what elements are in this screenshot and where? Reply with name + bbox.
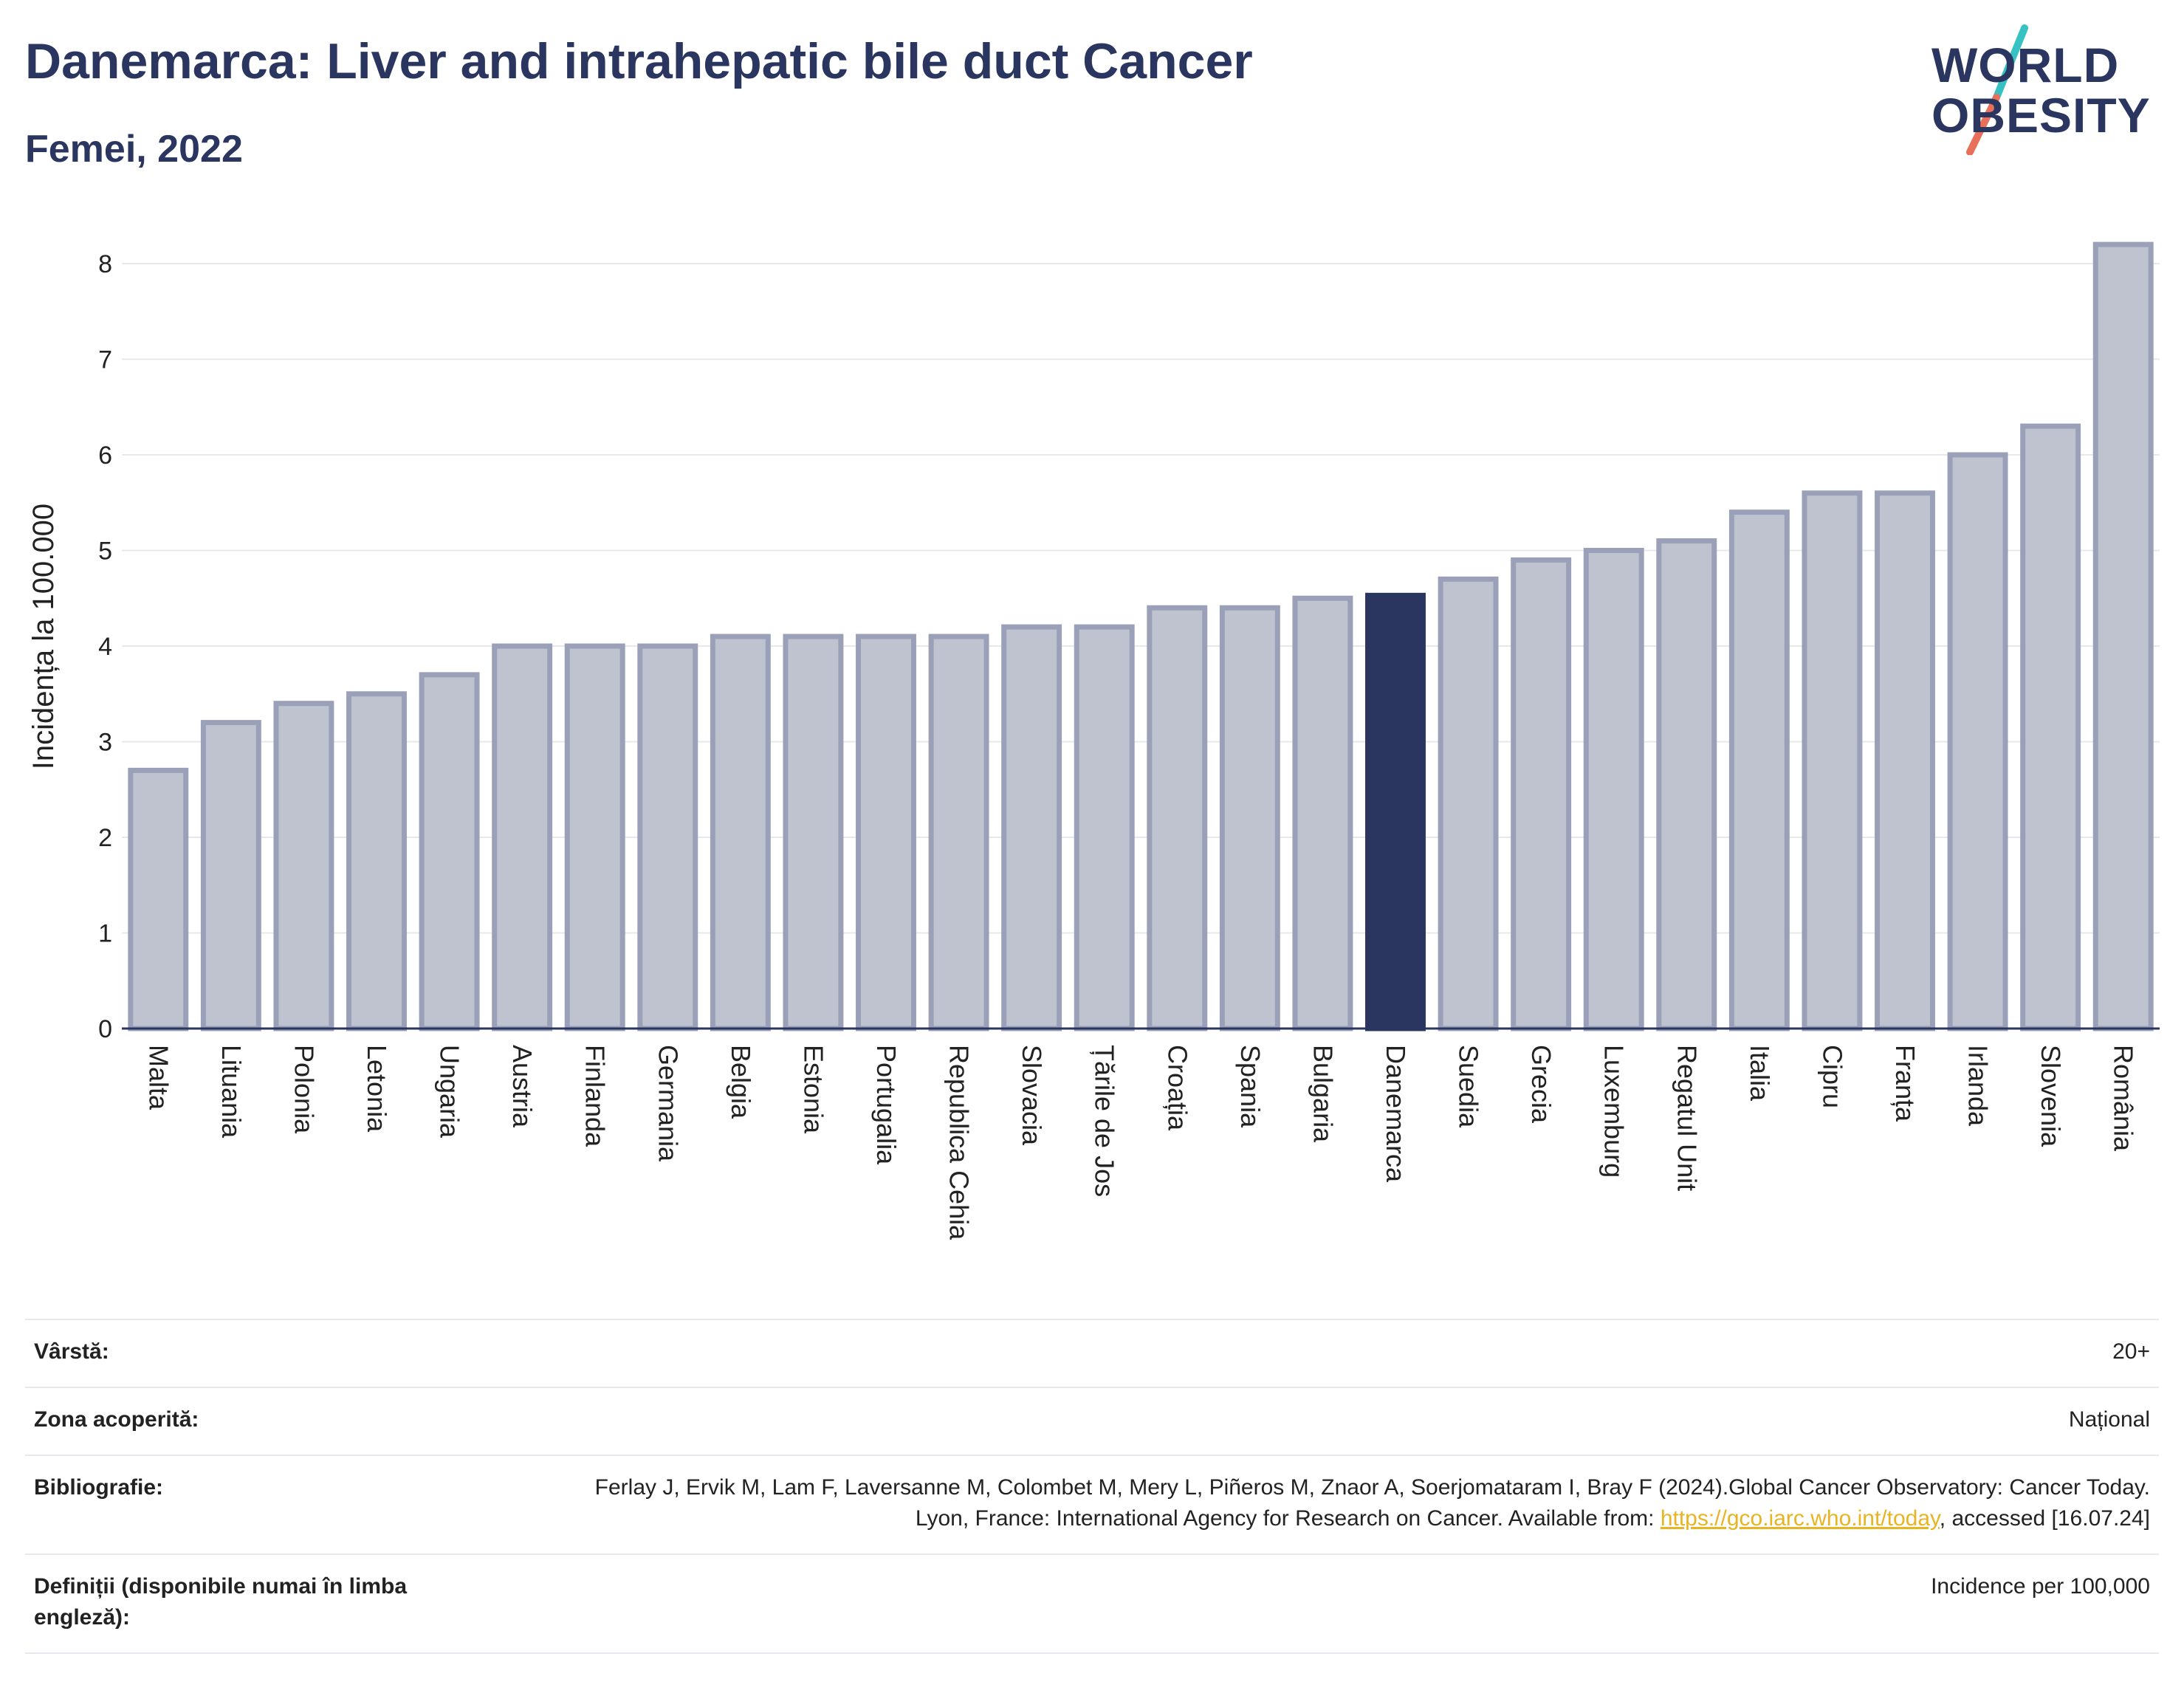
- x-tick-label: Franța: [1890, 1045, 1920, 1122]
- bar: [200, 720, 261, 1031]
- bar: [2092, 241, 2154, 1031]
- y-tick-label: 5: [98, 538, 112, 566]
- bar: [1365, 592, 1426, 1031]
- bar: [1656, 538, 1717, 1031]
- x-tick-label: Polonia: [289, 1045, 319, 1134]
- bar: [1219, 605, 1280, 1031]
- x-tick-label: Lituania: [216, 1045, 247, 1139]
- bar: [1875, 490, 1935, 1031]
- x-tick-label: Ungaria: [435, 1045, 465, 1139]
- meta-row-coverage: Zona acoperită: Național: [25, 1387, 2159, 1455]
- x-tick-label: Suedia: [1454, 1045, 1484, 1128]
- bibliography-link[interactable]: https://gco.iarc.who.int/today: [1660, 1506, 1940, 1531]
- bar: [1292, 595, 1353, 1031]
- bar: [1583, 548, 1644, 1031]
- x-tick-label: Slovacia: [1017, 1045, 1047, 1146]
- meta-row-bibliography: Bibliografie: Ferlay J, Ervik M, Lam F, …: [25, 1455, 2159, 1553]
- logo-slash-icon: [1966, 24, 2028, 155]
- bar: [856, 634, 916, 1031]
- y-tick-label: 4: [98, 633, 112, 661]
- bar: [783, 634, 844, 1031]
- x-tick-label: Belgia: [726, 1045, 756, 1119]
- x-tick-label: România: [2109, 1045, 2139, 1152]
- bar-chart: 0 1 2 3 4 5 6 7 8 Incidența la 100.000 Malta Lituan…: [27, 241, 2160, 1240]
- bar: [1001, 624, 1062, 1031]
- x-tick-label: Italia: [1745, 1045, 1775, 1102]
- logo-text-obesity: OBESITY: [1931, 88, 2151, 143]
- y-tick-label: 0: [98, 1015, 112, 1043]
- x-tick-label: Republica Cehia: [944, 1045, 975, 1240]
- chart-title: Danemarca: Liver and intrahepatic bile d…: [25, 33, 1253, 89]
- meta-row-definitions: Definiții (disponibile numai în limba en…: [25, 1553, 2159, 1654]
- meta-label-bibliography: Bibliografie:: [34, 1475, 164, 1500]
- y-tick-label: 1: [98, 920, 112, 948]
- x-tick-label: Cipru: [1817, 1045, 1847, 1108]
- x-tick-label: Grecia: [1526, 1045, 1556, 1124]
- meta-row-age: Vârstă: 20+: [25, 1319, 2159, 1387]
- bar: [128, 767, 189, 1031]
- bibliography-suffix: , accessed [16.07.24]: [1939, 1506, 2150, 1531]
- x-tick-label: Portugalia: [871, 1045, 902, 1165]
- bar: [637, 643, 698, 1031]
- y-tick-label: 2: [98, 824, 112, 852]
- chart-subtitle: Femei, 2022: [25, 128, 243, 171]
- meta-value-coverage: Național: [2068, 1407, 2150, 1432]
- bar: [1802, 490, 1863, 1031]
- bar: [1074, 624, 1135, 1031]
- bar: [273, 701, 334, 1031]
- meta-label-definitions: Definiții (disponibile numai în limba en…: [34, 1574, 408, 1630]
- x-tick-label: Spania: [1235, 1045, 1266, 1128]
- meta-value-bibliography: Ferlay J, Ervik M, Lam F, Laversanne M, …: [540, 1472, 2150, 1534]
- x-tick-label: Austria: [507, 1045, 538, 1128]
- meta-value-age: 20+: [2112, 1339, 2150, 1364]
- y-tick-label: 7: [98, 346, 112, 374]
- x-tick-label: Bulgaria: [1308, 1045, 1338, 1143]
- x-tick-label: Letonia: [362, 1045, 392, 1133]
- bar: [1147, 605, 1208, 1031]
- meta-label-coverage: Zona acoperită:: [34, 1407, 199, 1432]
- bar: [710, 634, 771, 1031]
- meta-label-age: Vârstă:: [34, 1339, 109, 1364]
- logo-text-world: WORLD: [1931, 38, 2120, 92]
- x-tick-label: Estonia: [798, 1045, 828, 1134]
- x-tick-label: Slovenia: [2036, 1045, 2066, 1147]
- x-tick-label: Malta: [143, 1045, 174, 1110]
- x-tick-label: Regatul Unit: [1672, 1045, 1702, 1191]
- bar: [1728, 509, 1790, 1031]
- y-axis-label: Incidența la 100.000: [27, 504, 60, 769]
- x-tick-label: Croația: [1162, 1045, 1192, 1131]
- bibliography-text: Ferlay J, Ervik M, Lam F, Laversanne M, …: [594, 1475, 2150, 1531]
- bar: [1947, 452, 2008, 1031]
- x-tick-label: Irlanda: [1963, 1045, 1994, 1127]
- y-tick-label: 3: [98, 729, 112, 757]
- y-tick-label: 6: [98, 442, 112, 470]
- bar: [2020, 423, 2081, 1031]
- world-obesity-logo[interactable]: WORLD OBESITY: [1920, 22, 2171, 155]
- metadata-table: Vârstă: 20+ Zona acoperită: Național Bib…: [25, 1319, 2159, 1654]
- bar: [346, 691, 407, 1031]
- y-tick-label: 8: [98, 250, 112, 278]
- x-tick-label: Finlanda: [580, 1045, 611, 1147]
- x-tick-label: Țările de Jos: [1090, 1045, 1120, 1197]
- bar: [419, 672, 480, 1031]
- bar: [1438, 576, 1499, 1031]
- bar: [928, 634, 989, 1031]
- bar: [1511, 557, 1572, 1031]
- x-tick-label: Germania: [653, 1045, 683, 1162]
- bar: [492, 643, 553, 1031]
- x-tick-label: Danemarca: [1381, 1045, 1411, 1183]
- bar: [564, 643, 625, 1031]
- x-tick-label: Luxemburg: [1599, 1045, 1630, 1178]
- meta-value-definitions: Incidence per 100,000: [1931, 1574, 2150, 1599]
